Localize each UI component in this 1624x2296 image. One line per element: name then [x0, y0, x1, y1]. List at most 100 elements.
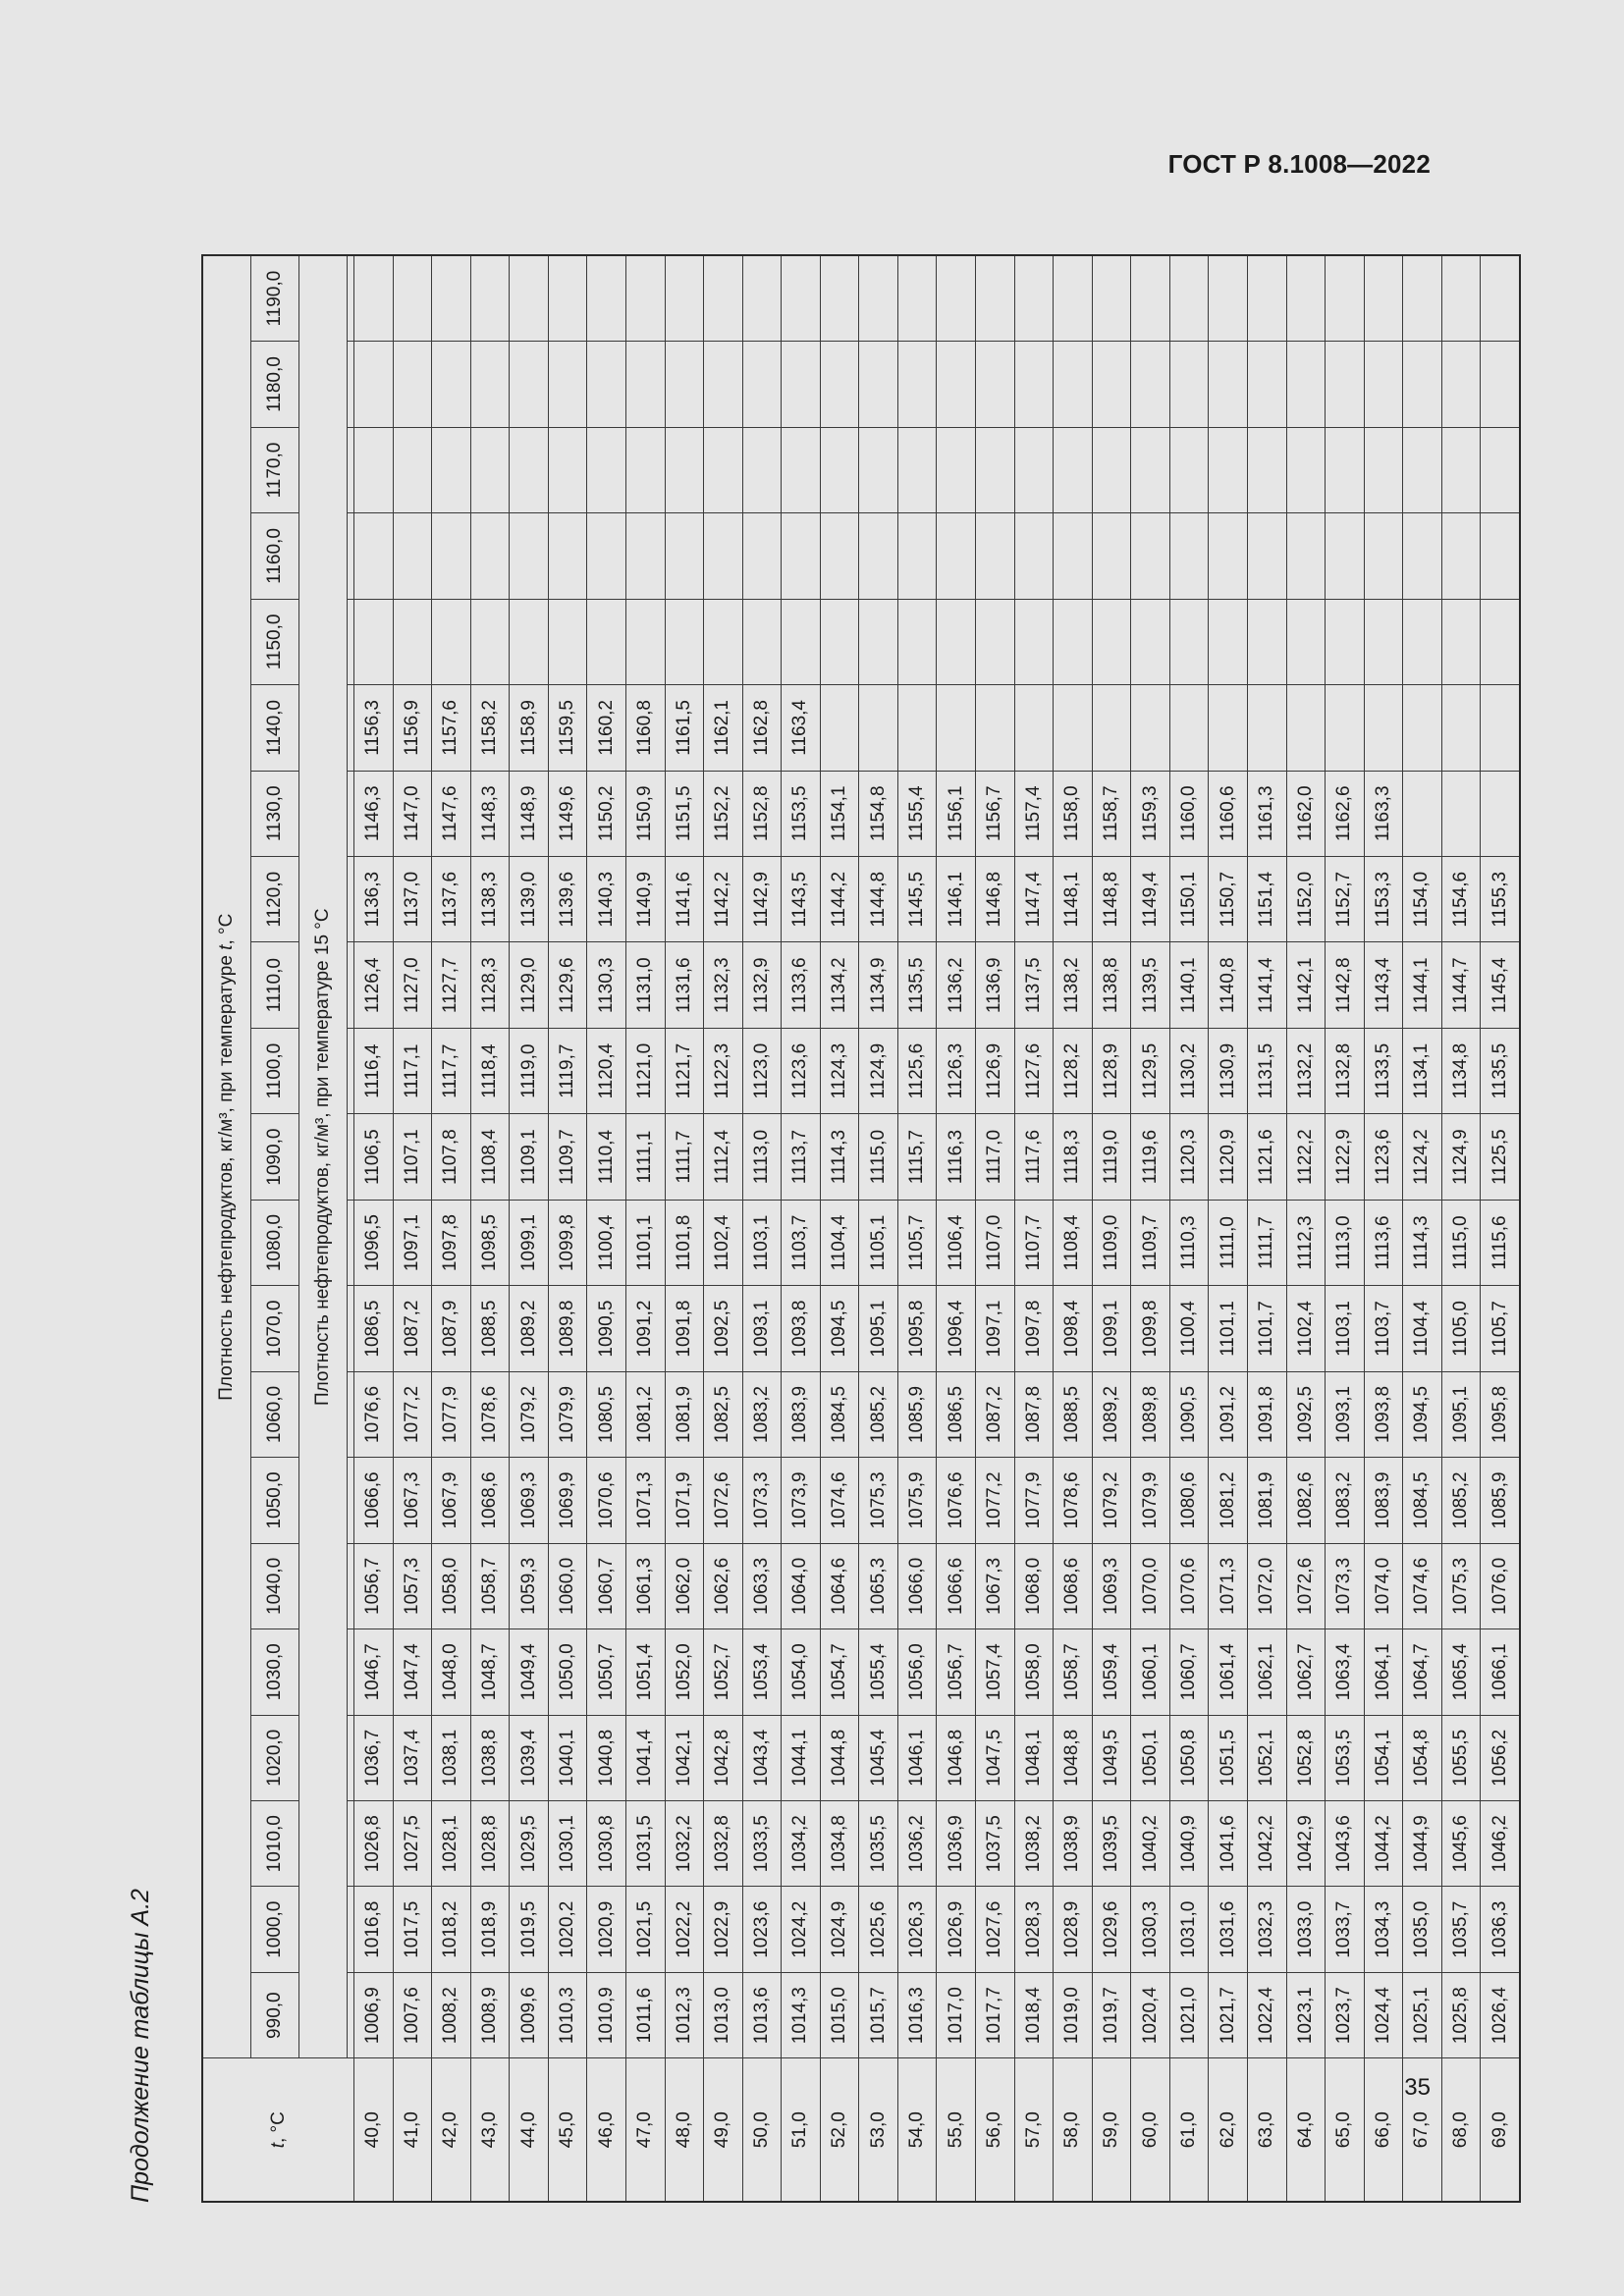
density-cell: 1030,3 [1130, 1886, 1170, 1973]
density-cell: 1084,5 [820, 1371, 859, 1458]
density-cell: 1048,8 [1053, 1715, 1093, 1801]
density-cell [1014, 427, 1054, 513]
density-cell: 1141,6 [665, 856, 704, 942]
density-cell: 1155,3 [1480, 856, 1520, 942]
density-column-header: 1180,0 [250, 341, 299, 428]
density-cell: 1023,7 [1325, 1972, 1365, 2058]
density-cell: 1148,9 [509, 771, 549, 857]
density-cell: 1052,1 [1247, 1715, 1286, 1801]
density-cell: 1097,8 [1014, 1285, 1054, 1372]
density-cell [1169, 684, 1209, 772]
temperature-cell: 62,0 [1208, 2057, 1248, 2202]
density-cell: 1081,2 [1208, 1457, 1248, 1544]
density-cell [1014, 341, 1054, 428]
table-row: 61,0 1021,0 1031,0 1040,9 1050,8 1060,7 1070,6… [1169, 255, 1209, 2202]
density-cell: 1093,8 [1364, 1371, 1403, 1458]
density-cell: 1082,5 [703, 1371, 743, 1458]
table-row: 66,0 1024,4 1034,3 1044,2 1054,1 1064,1 1074,0… [1364, 255, 1403, 2202]
density-cell: 1094,5 [1402, 1371, 1442, 1458]
density-cell [431, 427, 471, 513]
density-cell: 1159,5 [548, 684, 587, 772]
density-cell: 1062,6 [703, 1543, 743, 1629]
density-cell: 1031,0 [1169, 1886, 1209, 1973]
density-cell: 1077,9 [1014, 1457, 1054, 1544]
density-cell [781, 599, 821, 685]
density-cell: 1028,8 [470, 1800, 510, 1887]
header-spacer-cell [347, 341, 354, 428]
density-column-header: 1100,0 [250, 1028, 299, 1114]
density-cell: 1054,1 [1364, 1715, 1403, 1801]
density-cell [1169, 427, 1209, 513]
density-cell [1480, 427, 1520, 513]
density-cell: 1031,5 [625, 1800, 665, 1887]
density-cell: 1014,3 [781, 1972, 821, 2058]
density-cell: 1055,4 [858, 1629, 898, 1716]
density-cell [1441, 341, 1481, 428]
density-cell: 1136,3 [353, 856, 394, 942]
table-row: 56,0 1017,7 1027,6 1037,5 1047,5 1057,4 1067,3… [975, 255, 1015, 2202]
density-cell [1053, 512, 1093, 600]
density-cell: 1068,6 [1053, 1543, 1093, 1629]
density-cell [936, 599, 976, 685]
density-cell: 1147,4 [1014, 856, 1054, 942]
density-cell: 1100,4 [1169, 1285, 1209, 1372]
density-cell: 1101,1 [625, 1200, 665, 1286]
table-row: 63,0 1022,4 1032,3 1042,2 1052,1 1062,1 1072,0… [1247, 255, 1286, 2202]
density-cell: 1128,2 [1053, 1028, 1093, 1114]
density-cell: 1144,1 [1402, 942, 1442, 1029]
density-cell: 1067,3 [975, 1543, 1015, 1629]
density-cell: 1019,7 [1092, 1972, 1131, 2058]
header-spacer-cell [347, 684, 354, 772]
density-cell: 1112,4 [703, 1113, 743, 1201]
density-cell: 1061,3 [625, 1543, 665, 1629]
density-cell: 1077,2 [975, 1457, 1015, 1544]
density-cell [548, 512, 587, 600]
density-cell [936, 255, 976, 342]
density-cell: 1036,9 [936, 1800, 976, 1887]
density-column-header: 1070,0 [250, 1285, 299, 1372]
density-cell: 1065,4 [1441, 1629, 1481, 1716]
density-cell: 1140,1 [1169, 942, 1209, 1029]
density-cell: 1144,2 [820, 856, 859, 942]
temperature-cell: 57,0 [1014, 2057, 1054, 2202]
density-cell [1208, 255, 1248, 342]
density-cell: 1105,0 [1441, 1285, 1481, 1372]
density-cell: 1077,9 [431, 1371, 471, 1458]
temperature-cell: 66,0 [1364, 2057, 1403, 2202]
density-cell: 1064,6 [820, 1543, 859, 1629]
density-cell: 1020,9 [586, 1886, 626, 1973]
density-cell: 1092,5 [703, 1285, 743, 1372]
density-cell: 1030,8 [586, 1800, 626, 1887]
temperature-cell: 54,0 [897, 2057, 937, 2202]
density-cell: 1067,3 [393, 1457, 432, 1544]
density-cell: 1137,6 [431, 856, 471, 942]
density-cell: 1017,7 [975, 1972, 1015, 2058]
density-cell: 1018,9 [470, 1886, 510, 1973]
density-cell: 1054,0 [781, 1629, 821, 1716]
density-cell: 1103,1 [1325, 1285, 1365, 1372]
density-cell [509, 599, 549, 685]
density-cell: 1066,6 [936, 1543, 976, 1629]
density-cell: 1076,6 [353, 1371, 394, 1458]
density-cell: 1016,8 [353, 1886, 394, 1973]
density-cell [1208, 512, 1248, 600]
table-row: 52,0 1015,0 1024,9 1034,8 1044,8 1054,7 1064,6… [820, 255, 859, 2202]
density-cell: 1157,4 [1014, 771, 1054, 857]
density-cell: 1035,7 [1441, 1886, 1481, 1973]
density-cell: 1038,9 [1053, 1800, 1093, 1887]
density-cell: 1090,5 [586, 1285, 626, 1372]
density-cell: 1102,4 [1286, 1285, 1326, 1372]
density-cell: 1018,2 [431, 1886, 471, 1973]
density-cell: 1134,9 [858, 942, 898, 1029]
density-cell: 1066,0 [897, 1543, 937, 1629]
density-cell: 1085,9 [1480, 1457, 1520, 1544]
density-cell [393, 427, 432, 513]
header-spacer-cell [347, 255, 354, 342]
density-cell: 1044,2 [1364, 1800, 1403, 1887]
density-cell: 1020,2 [548, 1886, 587, 1973]
density-cell: 1138,2 [1053, 942, 1093, 1029]
density-cell [1053, 255, 1093, 342]
density-cell [1092, 512, 1131, 600]
table-row: 69,0 1026,4 1036,3 1046,2 1056,2 1066,1 1076,0… [1480, 255, 1520, 2202]
density-cell [1053, 599, 1093, 685]
